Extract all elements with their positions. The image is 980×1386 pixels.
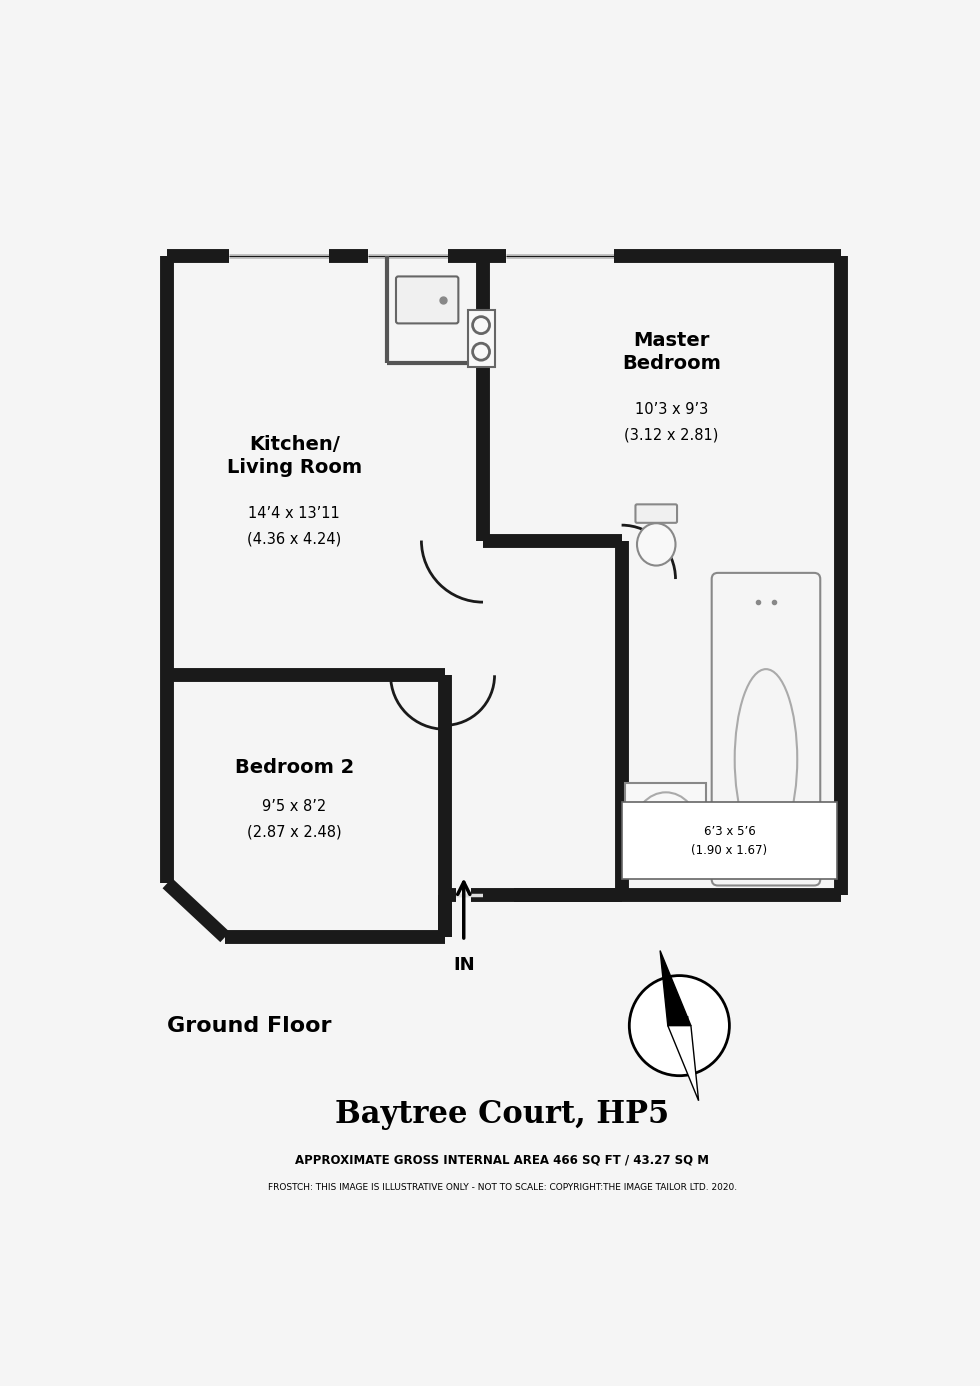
Text: Master
Bedroom: Master Bedroom	[622, 331, 721, 373]
Bar	[621, 802, 837, 879]
Text: (2.87 x 2.48): (2.87 x 2.48)	[247, 825, 342, 839]
Text: APPROXIMATE GROSS INTERNAL AREA 466 SQ FT / 43.27 SQ M: APPROXIMATE GROSS INTERNAL AREA 466 SQ F…	[295, 1155, 710, 1167]
Circle shape	[629, 976, 729, 1076]
Text: Baytree Court, HP5: Baytree Court, HP5	[335, 1099, 669, 1130]
Text: 9’5 x 8’2: 9’5 x 8’2	[263, 798, 326, 814]
Bar	[625, 783, 707, 876]
Text: FROSTCH: THIS IMAGE IS ILLUSTRATIVE ONLY - NOT TO SCALE: COPYRIGHT:THE IMAGE TAI: FROSTCH: THIS IMAGE IS ILLUSTRATIVE ONLY…	[268, 1182, 737, 1192]
Text: Ground Floor: Ground Floor	[168, 1016, 332, 1035]
Bar	[467, 309, 495, 367]
Text: 10’3 x 9’3: 10’3 x 9’3	[635, 402, 709, 417]
Text: N: N	[677, 1015, 689, 1028]
Ellipse shape	[637, 524, 675, 565]
Text: Kitchen/
Living Room: Kitchen/ Living Room	[226, 435, 362, 477]
Text: Bedroom 2: Bedroom 2	[235, 758, 354, 778]
Text: IN: IN	[453, 956, 474, 974]
Polygon shape	[661, 951, 691, 1026]
Text: (3.12 x 2.81): (3.12 x 2.81)	[624, 427, 719, 442]
Text: 14’4 x 13’11: 14’4 x 13’11	[249, 506, 340, 521]
Polygon shape	[667, 1026, 699, 1100]
FancyBboxPatch shape	[711, 572, 820, 886]
FancyBboxPatch shape	[635, 505, 677, 523]
FancyBboxPatch shape	[396, 276, 459, 323]
Text: 6’3 x 5’6
(1.90 x 1.67): 6’3 x 5’6 (1.90 x 1.67)	[691, 825, 767, 857]
Text: (4.36 x 4.24): (4.36 x 4.24)	[247, 531, 341, 546]
